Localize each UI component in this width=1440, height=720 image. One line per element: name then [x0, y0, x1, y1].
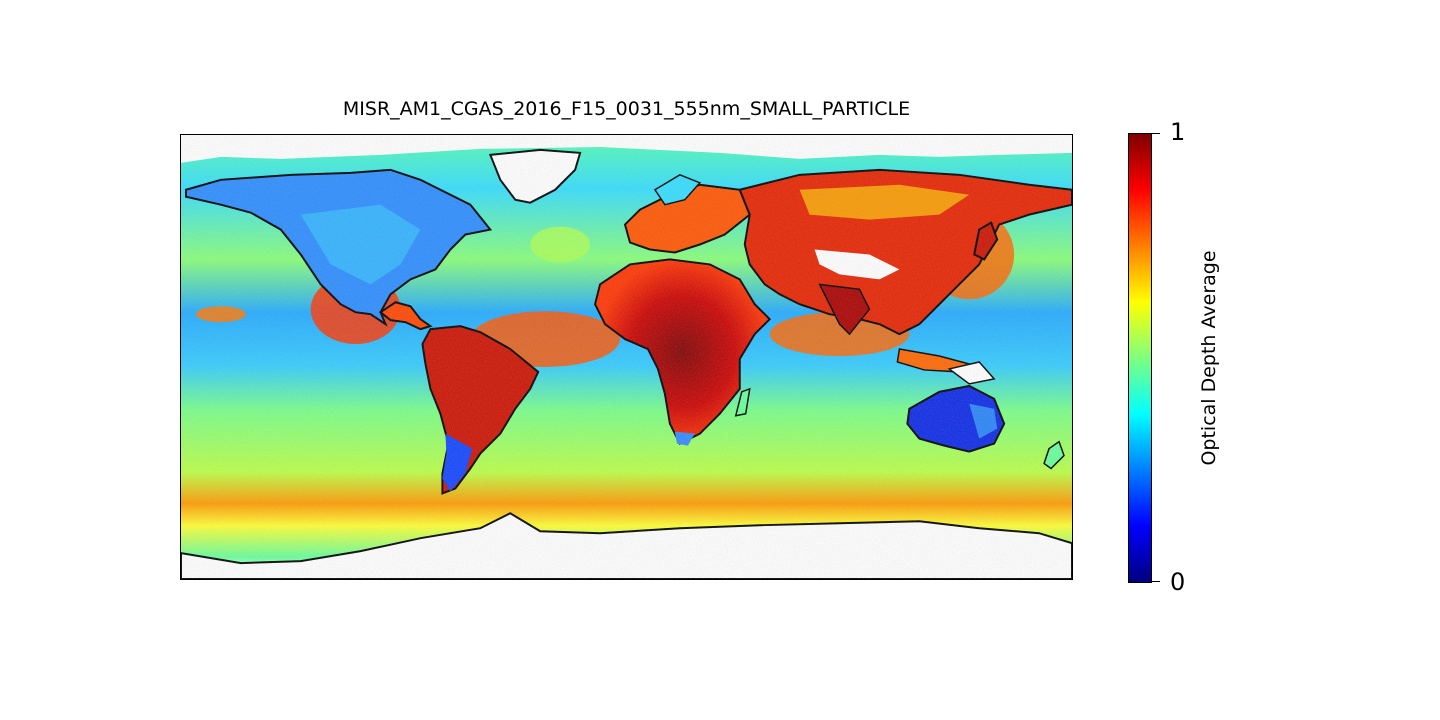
colorbar-min-label: 0	[1170, 568, 1186, 596]
map-canvas	[181, 135, 1072, 579]
colorbar-max-label: 1	[1170, 118, 1186, 146]
colorbar-title: Optical Depth Average	[1198, 250, 1220, 466]
colorbar	[1128, 133, 1152, 583]
colorbar-tick-min	[1151, 581, 1160, 582]
colorbar-tick-max	[1151, 133, 1160, 134]
page-title: MISR_AM1_CGAS_2016_F15_0031_555nm_SMALL_…	[342, 98, 911, 120]
aerosol-map[interactable]	[180, 134, 1073, 580]
